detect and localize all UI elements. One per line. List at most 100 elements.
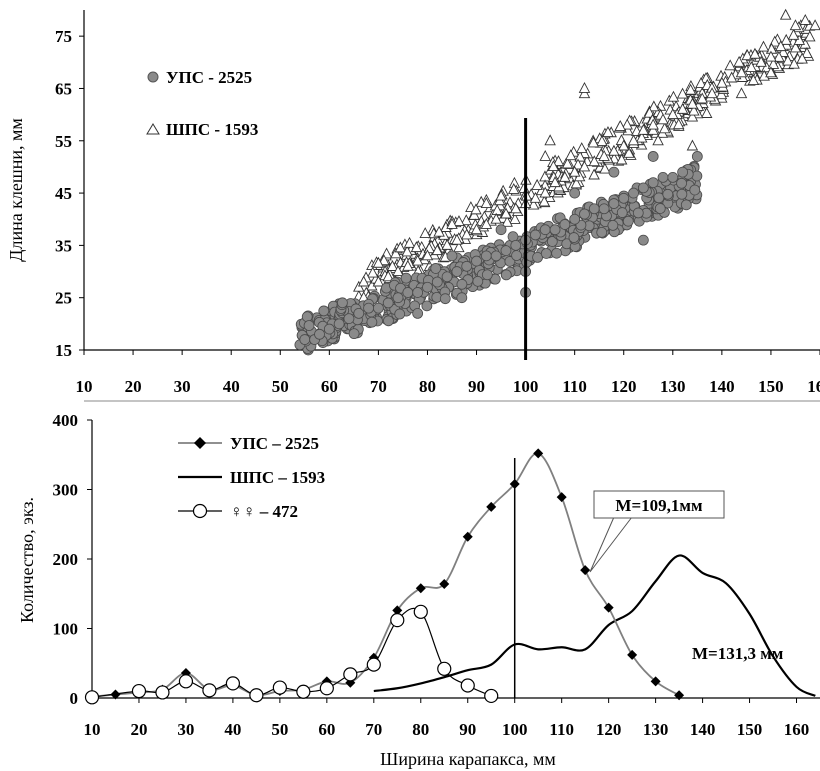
marker-open-circle bbox=[366, 657, 381, 672]
legend-marker-females bbox=[192, 503, 208, 519]
marker-open-circle bbox=[225, 676, 241, 691]
marker-triangle bbox=[392, 265, 404, 276]
marker-circle bbox=[598, 203, 610, 215]
marker-triangle bbox=[453, 241, 465, 253]
marker-circle bbox=[588, 203, 600, 215]
marker-circle bbox=[632, 207, 644, 219]
marker-triangle bbox=[460, 228, 473, 240]
legend-marker-ups bbox=[147, 71, 159, 83]
marker-circle bbox=[628, 187, 639, 199]
marker-open-circle bbox=[437, 661, 452, 676]
marker-triangle bbox=[755, 55, 767, 67]
annotation-shps-mean: M=131,3 мм bbox=[692, 644, 784, 663]
marker-triangle bbox=[588, 155, 601, 167]
marker-triangle bbox=[667, 108, 679, 120]
marker-circle bbox=[348, 328, 360, 340]
marker-triangle bbox=[695, 77, 707, 89]
marker-open-circle bbox=[319, 681, 334, 696]
marker-diamond bbox=[439, 579, 450, 590]
marker-diamond bbox=[533, 448, 544, 459]
x-tick-label: 50 bbox=[272, 377, 289, 396]
marker-circle bbox=[412, 287, 424, 298]
marker-circle bbox=[343, 313, 355, 325]
marker-circle bbox=[323, 323, 335, 335]
y-tick-label: 75 bbox=[55, 27, 72, 46]
marker-open-circle bbox=[178, 674, 194, 689]
annotation-callout-pointer bbox=[589, 516, 633, 573]
marker-triangle bbox=[578, 81, 591, 93]
marker-triangle bbox=[602, 126, 614, 137]
marker-circle bbox=[480, 250, 492, 262]
marker-triangle bbox=[491, 204, 503, 216]
marker-triangle bbox=[378, 254, 390, 266]
x-tick-label: 10 bbox=[84, 720, 101, 739]
marker-triangle bbox=[780, 33, 792, 45]
marker-triangle bbox=[706, 87, 718, 99]
marker-triangle bbox=[809, 19, 820, 31]
marker-triangle bbox=[658, 122, 671, 134]
marker-diamond bbox=[486, 501, 497, 512]
marker-triangle bbox=[401, 245, 413, 257]
marker-open-circle bbox=[155, 685, 170, 700]
marker-triangle bbox=[510, 202, 522, 214]
marker-circle bbox=[431, 276, 443, 288]
marker-triangle bbox=[509, 212, 521, 224]
marker-circle bbox=[412, 307, 424, 319]
marker-circle bbox=[511, 250, 522, 261]
marker-triangle bbox=[627, 134, 640, 146]
marker-open-circle bbox=[202, 683, 217, 698]
x-tick-label: 80 bbox=[412, 720, 429, 739]
marker-circle bbox=[446, 250, 458, 262]
marker-triangle bbox=[782, 54, 794, 66]
marker-triangle bbox=[686, 110, 699, 122]
marker-circle bbox=[495, 224, 507, 236]
marker-circle bbox=[318, 305, 330, 317]
marker-circle bbox=[422, 281, 433, 293]
marker-triangle bbox=[565, 149, 577, 161]
marker-triangle bbox=[804, 30, 816, 42]
marker-triangle bbox=[672, 118, 685, 130]
marker-triangle bbox=[615, 153, 628, 165]
marker-diamond bbox=[627, 649, 638, 660]
x-tick-label: 40 bbox=[223, 377, 240, 396]
marker-open-circle bbox=[460, 678, 475, 693]
marker-circle bbox=[532, 251, 543, 263]
marker-triangle bbox=[788, 57, 800, 69]
marker-circle bbox=[299, 334, 311, 345]
marker-circle bbox=[540, 248, 552, 259]
marker-circle bbox=[657, 171, 669, 183]
marker-circle bbox=[676, 177, 687, 189]
marker-triangle bbox=[353, 280, 365, 292]
legend: УПС – 2525 ШПС – 1593 ♀♀ – 472 bbox=[178, 434, 325, 521]
marker-triangle bbox=[570, 177, 583, 189]
legend-label-shps: ШПС – 1593 bbox=[230, 468, 325, 487]
x-tick-label: 100 bbox=[513, 377, 539, 396]
marker-triangle bbox=[757, 40, 770, 52]
marker-circle bbox=[607, 219, 619, 231]
x-tick-label: 160 bbox=[784, 720, 810, 739]
marker-triangle bbox=[773, 50, 785, 62]
marker-triangle bbox=[431, 244, 444, 256]
marker-circle bbox=[676, 188, 688, 200]
marker-triangle bbox=[724, 59, 736, 71]
legend-label-ups: УПС - 2525 bbox=[166, 68, 252, 87]
x-tick-label: 100 bbox=[502, 720, 528, 739]
marker-triangle bbox=[741, 49, 753, 61]
x-tick-label: 150 bbox=[737, 720, 763, 739]
marker-circle bbox=[654, 203, 666, 214]
marker-circle bbox=[616, 207, 628, 218]
marker-triangle bbox=[529, 191, 542, 203]
marker-triangle bbox=[700, 107, 713, 118]
marker-triangle bbox=[501, 215, 513, 227]
marker-triangle bbox=[749, 47, 761, 59]
series-females-line bbox=[91, 607, 492, 698]
marker-triangle bbox=[801, 46, 813, 58]
marker-triangle bbox=[599, 162, 611, 174]
x-axis-label: Ширина карапакса, мм bbox=[380, 749, 556, 769]
marker-circle bbox=[303, 320, 315, 331]
x-tick-label: 160 bbox=[807, 377, 820, 396]
x-tick-label: 140 bbox=[709, 377, 735, 396]
marker-triangle bbox=[531, 178, 543, 190]
